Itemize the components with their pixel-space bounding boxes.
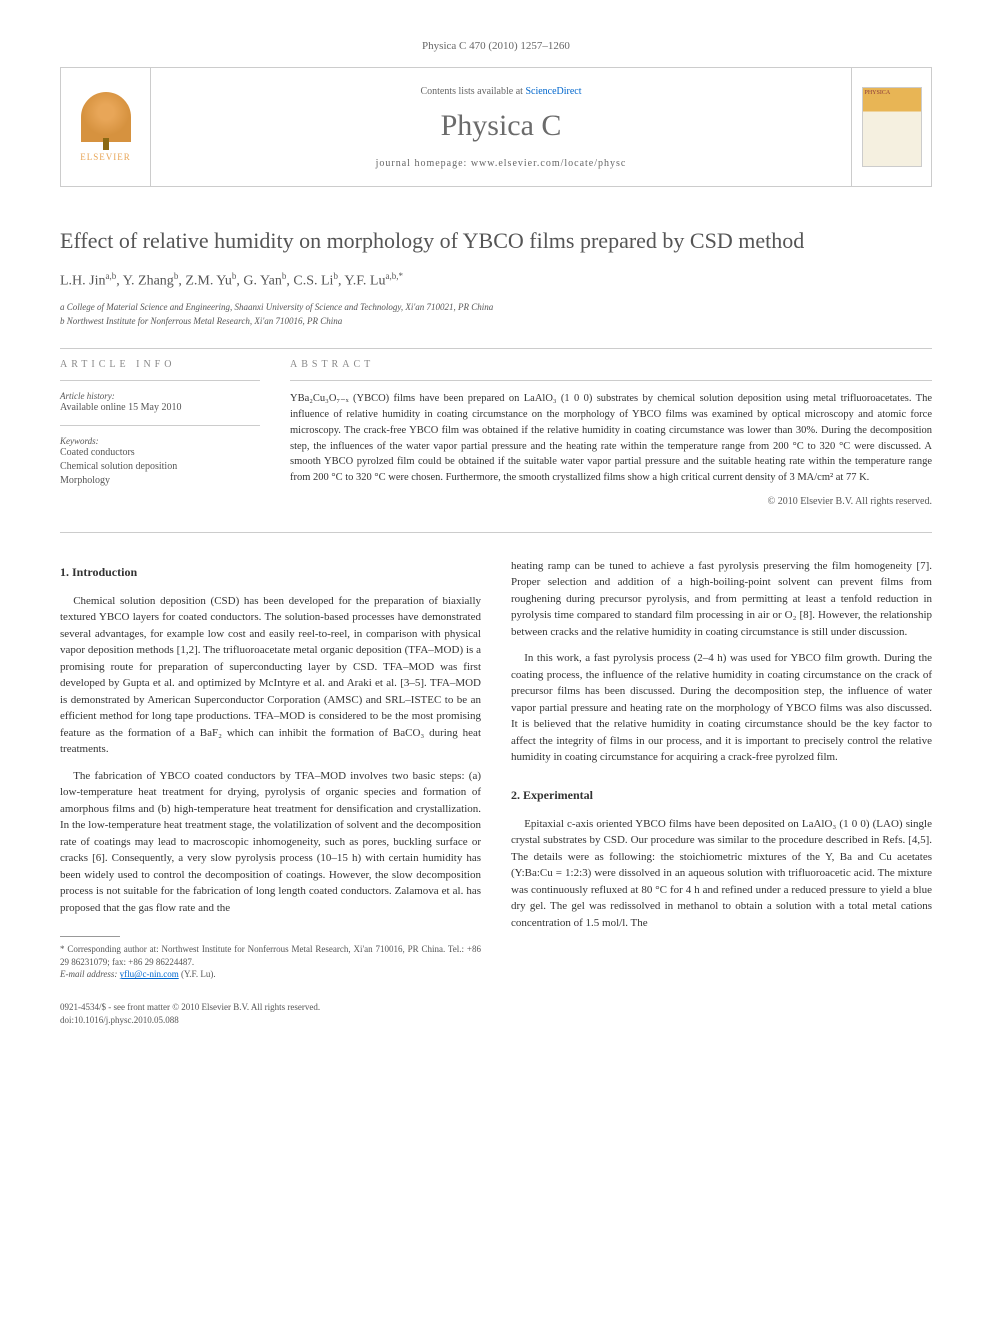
experimental-heading: 2. Experimental	[511, 786, 932, 804]
keywords-label: Keywords:	[60, 436, 260, 446]
footer-info: 0921-4534/$ - see front matter © 2010 El…	[60, 1001, 481, 1026]
affiliation-b: b Northwest Institute for Nonferrous Met…	[60, 315, 932, 329]
body-columns: 1. Introduction Chemical solution deposi…	[60, 558, 932, 1026]
sciencedirect-link[interactable]: ScienceDirect	[525, 86, 581, 97]
history-text: Available online 15 May 2010	[60, 401, 260, 415]
running-head: Physica C 470 (2010) 1257–1260	[60, 40, 932, 52]
intro-paragraph-4: In this work, a fast pyrolysis process (…	[511, 650, 932, 766]
doi-line: doi:10.1016/j.physc.2010.05.088	[60, 1014, 481, 1027]
intro-paragraph-3: heating ramp can be tuned to achieve a f…	[511, 558, 932, 641]
journal-cover-thumb[interactable]: PHYSICA	[851, 68, 931, 186]
info-divider-1	[60, 380, 260, 381]
history-label: Article history:	[60, 391, 260, 401]
journal-header-box: ELSEVIER Contents lists available at Sci…	[60, 67, 932, 187]
keyword-3: Morphology	[60, 474, 260, 488]
right-column: heating ramp can be tuned to achieve a f…	[511, 558, 932, 1026]
email-suffix: (Y.F. Lu).	[179, 969, 216, 979]
abstract-divider	[290, 380, 932, 381]
issn-line: 0921-4534/$ - see front matter © 2010 El…	[60, 1001, 481, 1014]
intro-paragraph-1: Chemical solution deposition (CSD) has b…	[60, 593, 481, 758]
contents-available-line: Contents lists available at ScienceDirec…	[420, 86, 581, 97]
info-divider-2	[60, 425, 260, 426]
contents-prefix: Contents lists available at	[420, 86, 525, 97]
journal-title: Physica C	[441, 109, 562, 143]
left-column: 1. Introduction Chemical solution deposi…	[60, 558, 481, 1026]
intro-heading: 1. Introduction	[60, 563, 481, 581]
divider-top	[60, 348, 932, 349]
journal-homepage: journal homepage: www.elsevier.com/locat…	[376, 158, 627, 169]
footnote-separator	[60, 936, 120, 937]
journal-info-center: Contents lists available at ScienceDirec…	[151, 68, 851, 186]
email-label: E-mail address:	[60, 969, 120, 979]
email-link[interactable]: yflu@c-nin.com	[120, 969, 179, 979]
intro-paragraph-2: The fabrication of YBCO coated conductor…	[60, 768, 481, 917]
abstract-copyright: © 2010 Elsevier B.V. All rights reserved…	[290, 496, 932, 507]
affiliation-a: a College of Material Science and Engine…	[60, 301, 932, 315]
article-title: Effect of relative humidity on morpholog…	[60, 227, 932, 256]
corresponding-author-footnote: * Corresponding author at: Northwest Ins…	[60, 943, 481, 968]
keyword-1: Coated conductors	[60, 446, 260, 460]
publisher-logo[interactable]: ELSEVIER	[61, 68, 151, 186]
divider-bottom	[60, 532, 932, 533]
cover-image: PHYSICA	[862, 87, 922, 167]
publisher-name: ELSEVIER	[80, 152, 131, 162]
experimental-paragraph-1: Epitaxial c-axis oriented YBCO films hav…	[511, 816, 932, 932]
affiliations-block: a College of Material Science and Engine…	[60, 301, 932, 328]
email-footnote: E-mail address: yflu@c-nin.com (Y.F. Lu)…	[60, 968, 481, 981]
keyword-2: Chemical solution deposition	[60, 460, 260, 474]
article-info-heading: ARTICLE INFO	[60, 359, 260, 370]
abstract-text: YBa₂Cu₃O₇₋ₓ (YBCO) films have been prepa…	[290, 391, 932, 486]
article-info-block: ARTICLE INFO Article history: Available …	[60, 359, 260, 507]
abstract-block: ABSTRACT YBa₂Cu₃O₇₋ₓ (YBCO) films have b…	[290, 359, 932, 507]
elsevier-tree-icon	[81, 92, 131, 142]
authors-line: L.H. Jina,b, Y. Zhangb, Z.M. Yub, G. Yan…	[60, 271, 932, 290]
abstract-heading: ABSTRACT	[290, 359, 932, 370]
